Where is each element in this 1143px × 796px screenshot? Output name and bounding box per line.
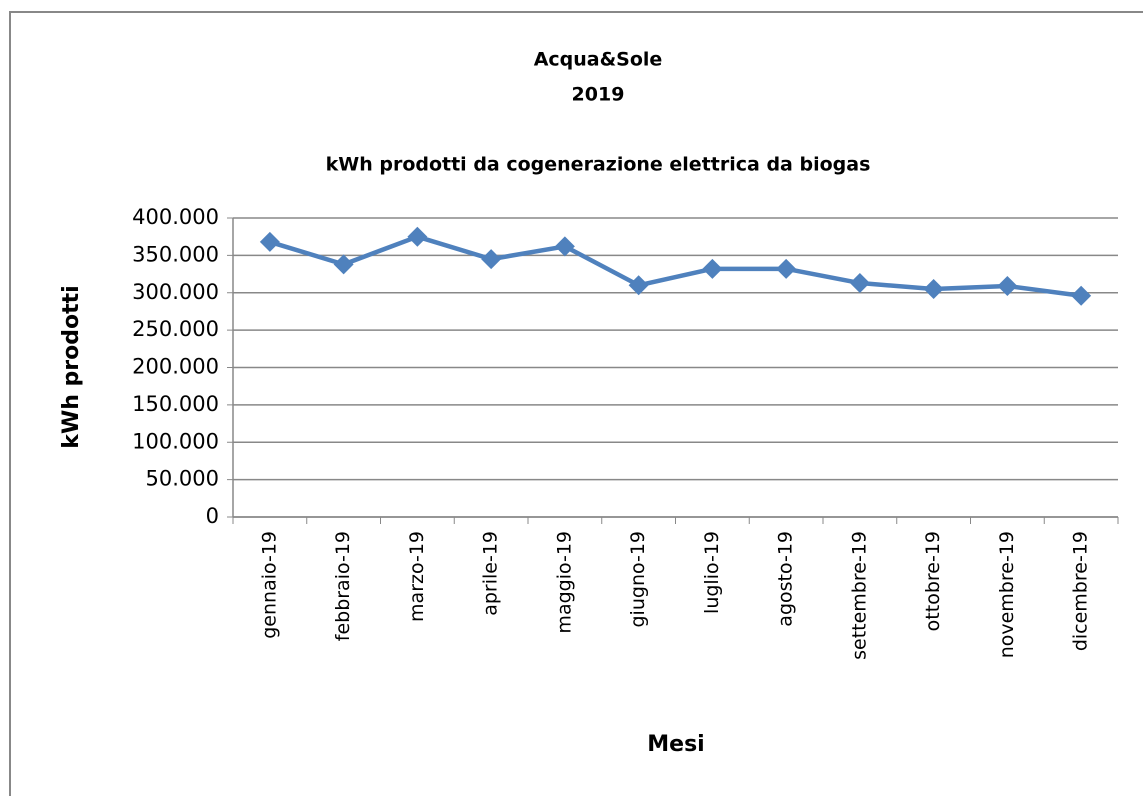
x-tick-label: dicembre-19 xyxy=(1070,531,1092,651)
chart-title: Acqua&Sole xyxy=(534,49,663,71)
x-tick-label: aprile-19 xyxy=(480,531,502,616)
x-tick-label: gennaio-19 xyxy=(258,531,280,639)
y-tick-label: 350.000 xyxy=(132,242,219,266)
y-tick-label: 100.000 xyxy=(132,429,219,453)
data-point xyxy=(923,279,944,300)
data-point xyxy=(407,226,428,247)
data-line xyxy=(269,234,1082,298)
y-tick-label: 300.000 xyxy=(132,280,219,304)
x-tick-label: ottobre-19 xyxy=(922,531,944,631)
data-point xyxy=(628,275,649,296)
x-tick-label: novembre-19 xyxy=(996,531,1018,658)
y-tick-label: 150.000 xyxy=(132,392,219,416)
x-tick-label: agosto-19 xyxy=(775,531,797,627)
y-tick-label: 50.000 xyxy=(146,467,219,491)
chart-title: 2019 xyxy=(572,84,625,106)
x-tick-label: giugno-19 xyxy=(627,531,649,628)
data-point xyxy=(259,231,280,252)
y-axis-label: kWh prodotti xyxy=(59,285,84,448)
data-point xyxy=(333,254,354,275)
x-tick-label: luglio-19 xyxy=(701,531,723,614)
data-point xyxy=(776,258,797,279)
chart-frame xyxy=(9,11,1143,796)
y-tick-label: 250.000 xyxy=(132,317,219,341)
x-tick-label: maggio-19 xyxy=(553,531,575,634)
data-point xyxy=(554,236,575,257)
data-point xyxy=(849,273,870,294)
data-point xyxy=(481,249,502,270)
x-tick-label: febbraio-19 xyxy=(332,531,354,641)
y-tick-label: 0 xyxy=(206,504,219,528)
data-point xyxy=(1071,285,1092,306)
y-tick-label: 400.000 xyxy=(132,205,219,229)
y-tick-label: 200.000 xyxy=(132,355,219,379)
chart-subtitle: kWh prodotti da cogenerazione elettrica … xyxy=(326,154,871,176)
data-point xyxy=(997,276,1018,297)
x-tick-label: marzo-19 xyxy=(406,531,428,622)
x-tick-label: settembre-19 xyxy=(848,531,870,660)
x-axis-label: Mesi xyxy=(647,732,704,757)
data-point xyxy=(702,258,723,279)
